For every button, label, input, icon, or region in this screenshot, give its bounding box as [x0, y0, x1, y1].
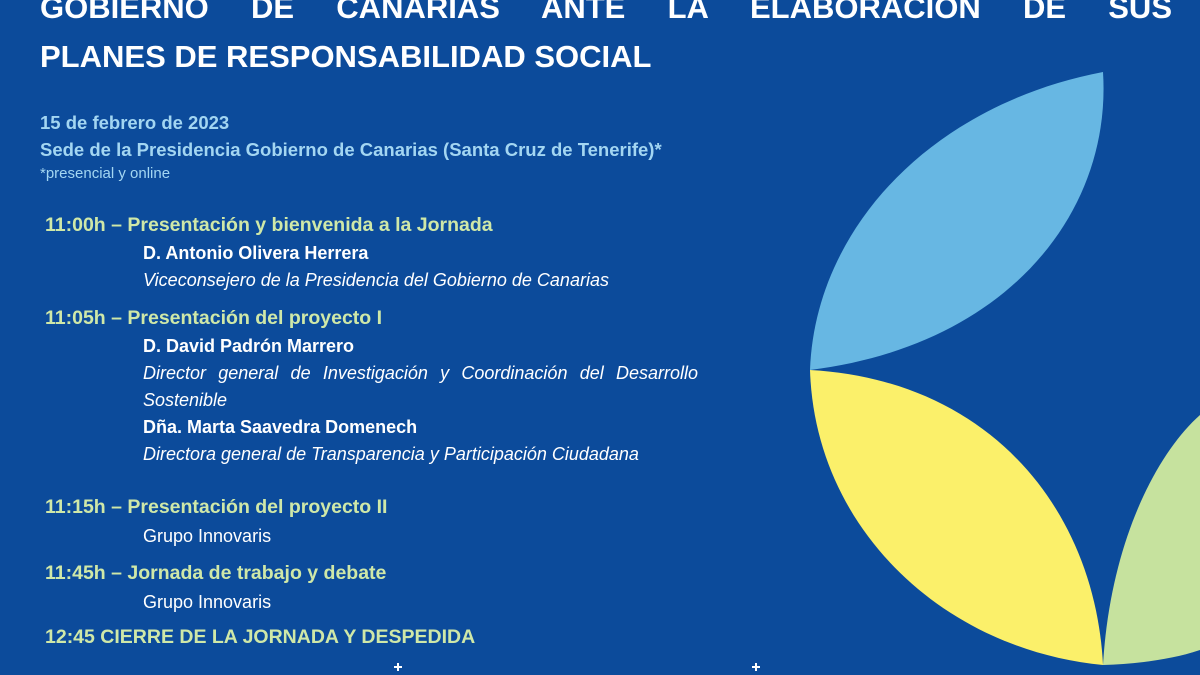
speaker-name: D. Antonio Olivera Herrera — [143, 243, 369, 263]
leaf-green — [1103, 415, 1200, 665]
crest-icons — [394, 663, 760, 671]
leaf-yellow — [810, 370, 1103, 665]
event-note: *presencial y online — [40, 165, 171, 182]
speaker-name: Dña. Marta Saavedra Domenech — [143, 417, 418, 437]
event-venue: Sede de la Presidencia Gobierno de Canar… — [40, 139, 662, 160]
leaf-blue — [810, 72, 1104, 370]
title-line: PLANES DE RESPONSABILIDAD SOCIAL — [40, 39, 652, 74]
event-date: 15 de febrero de 2023 — [40, 112, 230, 133]
speaker: Grupo Innovaris — [143, 526, 272, 546]
speaker-role: Directora general de Transparencia y Par… — [143, 444, 639, 464]
agenda-heading: 11:45h – Jornada de trabajo y debate — [45, 562, 387, 584]
agenda-heading: 11:15h – Presentación del proyecto II — [45, 496, 388, 518]
agenda-heading: 11:05h – Presentación del proyecto I — [45, 307, 383, 329]
speaker-role: Director general de Investigación y Coor… — [143, 363, 698, 410]
speaker: Grupo Innovaris — [143, 592, 272, 612]
speaker-role: Viceconsejero de la Presidencia del Gobi… — [143, 270, 609, 290]
title-line: GOBIERNO DE CANARIAS ANTE LA ELABORACIÓN… — [40, 0, 1172, 25]
closing: 12:45 CIERRE DE LA JORNADA Y DESPEDIDA — [45, 626, 476, 648]
speaker-name: D. David Padrón Marrero — [143, 336, 355, 356]
agenda-heading: 11:00h – Presentación y bienvenida a la … — [45, 214, 493, 236]
